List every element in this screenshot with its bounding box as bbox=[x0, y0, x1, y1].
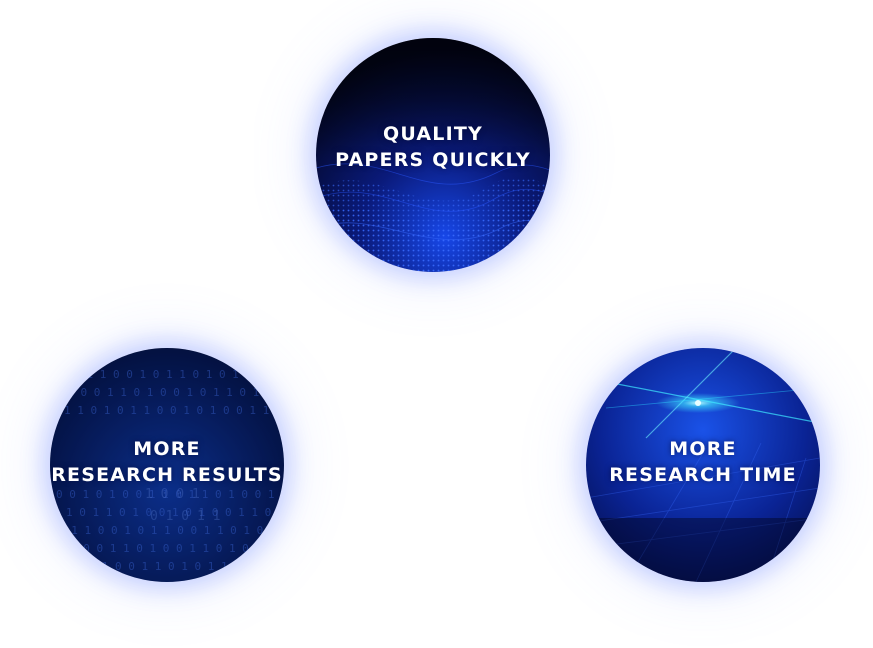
svg-text:1 0 1 1 0 1 0 0 1 0 1 0 0 1 1: 1 0 1 1 0 1 0 0 1 0 1 0 0 1 1 0 1 1 bbox=[66, 506, 284, 519]
binary-code-background: 1 0 1 1 0 0 1 0 1 1 0 1 0 1 1 0 0 1 0 1 … bbox=[50, 348, 284, 582]
svg-text:1 0 0 1: 1 0 0 1 bbox=[145, 487, 200, 502]
quality-papers-label: QUALITY PAPERS QUICKLY bbox=[335, 121, 531, 173]
svg-text:0 1 0 1 1: 0 1 0 1 1 bbox=[150, 509, 220, 524]
wave-mesh-background bbox=[316, 38, 550, 272]
svg-text:0 1 0 0 1 1 0 1 0 0 1 0 1 1 0: 0 1 0 0 1 1 0 1 0 0 1 0 1 1 0 1 0 0 bbox=[54, 386, 284, 399]
research-results-line2: RESEARCH RESULTS bbox=[51, 464, 283, 486]
svg-text:1 0 0 1 1 0 1 0 0 1 1 0 1 0 0: 1 0 0 1 1 0 1 0 0 1 1 0 1 0 0 1 1 0 bbox=[70, 542, 284, 555]
research-time-circle: MORE RESEARCH TIME bbox=[586, 348, 820, 582]
research-time-line2: RESEARCH TIME bbox=[609, 464, 797, 486]
svg-text:0 1 1 0 0 1 0 1 1 0 0 1 1 0 1: 0 1 1 0 0 1 0 1 1 0 0 1 1 0 1 0 0 1 bbox=[58, 524, 284, 537]
research-results-line1: MORE bbox=[133, 438, 201, 460]
quality-papers-line2: PAPERS QUICKLY bbox=[335, 149, 531, 171]
svg-text:1 1 0 1 0 1 1 0 0 1 0 1 0 0 1: 1 1 0 1 0 1 1 0 0 1 0 1 0 0 1 1 0 1 bbox=[64, 404, 284, 417]
quality-papers-circle: QUALITY PAPERS QUICKLY bbox=[316, 38, 550, 272]
svg-text:0 1 0 1 0 0 1 1 0 1 0 1 1 0 0: 0 1 0 1 0 0 1 1 0 1 0 1 1 0 0 1 0 1 bbox=[62, 560, 284, 573]
svg-text:0 0 1 0 1 0 0 1 1 0 1 1 0 1 0: 0 0 1 0 1 0 0 1 1 0 1 1 0 1 0 0 1 0 bbox=[56, 488, 284, 501]
light-streak-background bbox=[586, 348, 820, 582]
research-results-label: MORE RESEARCH RESULTS bbox=[51, 436, 283, 488]
research-results-circle: 1 0 1 1 0 0 1 0 1 1 0 1 0 1 1 0 0 1 0 1 … bbox=[50, 348, 284, 582]
quality-papers-line1: QUALITY bbox=[383, 123, 483, 145]
research-time-label: MORE RESEARCH TIME bbox=[609, 436, 797, 488]
svg-text:1 0 1 1 0 0 1 0 1 1 0 1 0 1 1: 1 0 1 1 0 0 1 0 1 1 0 1 0 1 1 0 0 1 bbox=[60, 368, 284, 381]
research-time-line1: MORE bbox=[669, 438, 737, 460]
